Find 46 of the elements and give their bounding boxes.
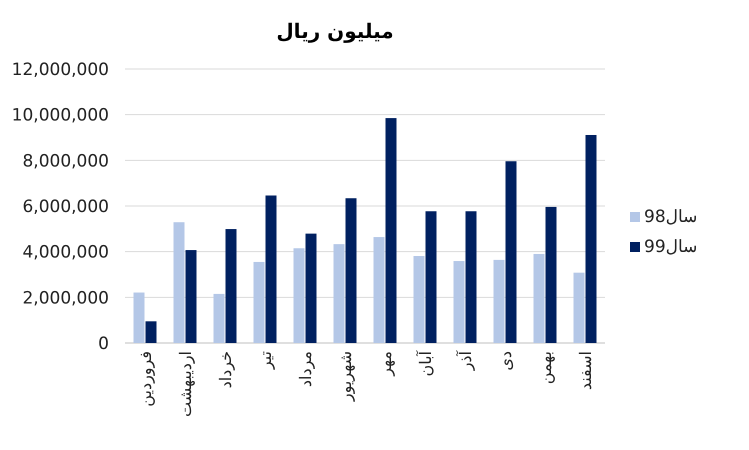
bar <box>226 229 236 343</box>
bar <box>266 195 276 343</box>
bar <box>306 234 316 343</box>
bar <box>494 260 504 343</box>
y-tick-label: 12,000,000 <box>12 60 109 80</box>
x-tick-label: تیر <box>256 351 275 370</box>
bar <box>466 211 476 343</box>
x-tick-label: شهریور <box>336 351 355 402</box>
y-tick-label: 2,000,000 <box>22 288 109 308</box>
bar <box>454 261 464 343</box>
bar <box>174 222 184 343</box>
y-tick-label: 10,000,000 <box>12 106 109 126</box>
bar <box>586 134 596 343</box>
y-tick-label: 0 <box>98 334 109 354</box>
bar <box>386 118 396 343</box>
chart-title: میلیون ریال <box>276 19 394 43</box>
bar <box>534 254 544 343</box>
legend-label: سال99 <box>644 237 698 257</box>
x-tick-label: بهمن <box>536 351 555 384</box>
bar <box>414 256 424 343</box>
x-tick-label: مرداد <box>296 351 315 388</box>
x-tick-label: آذر <box>455 349 475 372</box>
bar <box>294 248 304 343</box>
bar <box>134 292 144 343</box>
bar <box>574 272 584 343</box>
bar <box>546 206 556 343</box>
legend-label: سال98 <box>644 207 698 227</box>
bar <box>146 321 156 343</box>
y-tick-label: 4,000,000 <box>22 242 109 263</box>
bar <box>346 198 356 343</box>
bar <box>506 161 516 343</box>
bar <box>334 244 344 343</box>
bar <box>186 250 196 343</box>
y-tick-label: 8,000,000 <box>22 151 109 172</box>
x-tick-label: اردیبهشت <box>176 351 195 417</box>
x-tick-label: خرداد <box>216 351 235 388</box>
bar <box>426 211 436 343</box>
x-tick-label: دی <box>496 351 515 371</box>
bar <box>374 237 384 343</box>
x-tick-label: اسفند <box>576 351 595 390</box>
bar <box>254 262 264 343</box>
x-tick-label: آبان <box>415 349 435 377</box>
y-tick-label: 6,000,000 <box>22 197 109 217</box>
bar <box>214 294 224 343</box>
x-tick-label: فروردین <box>136 351 155 407</box>
x-tick-label: مهر <box>376 351 395 377</box>
